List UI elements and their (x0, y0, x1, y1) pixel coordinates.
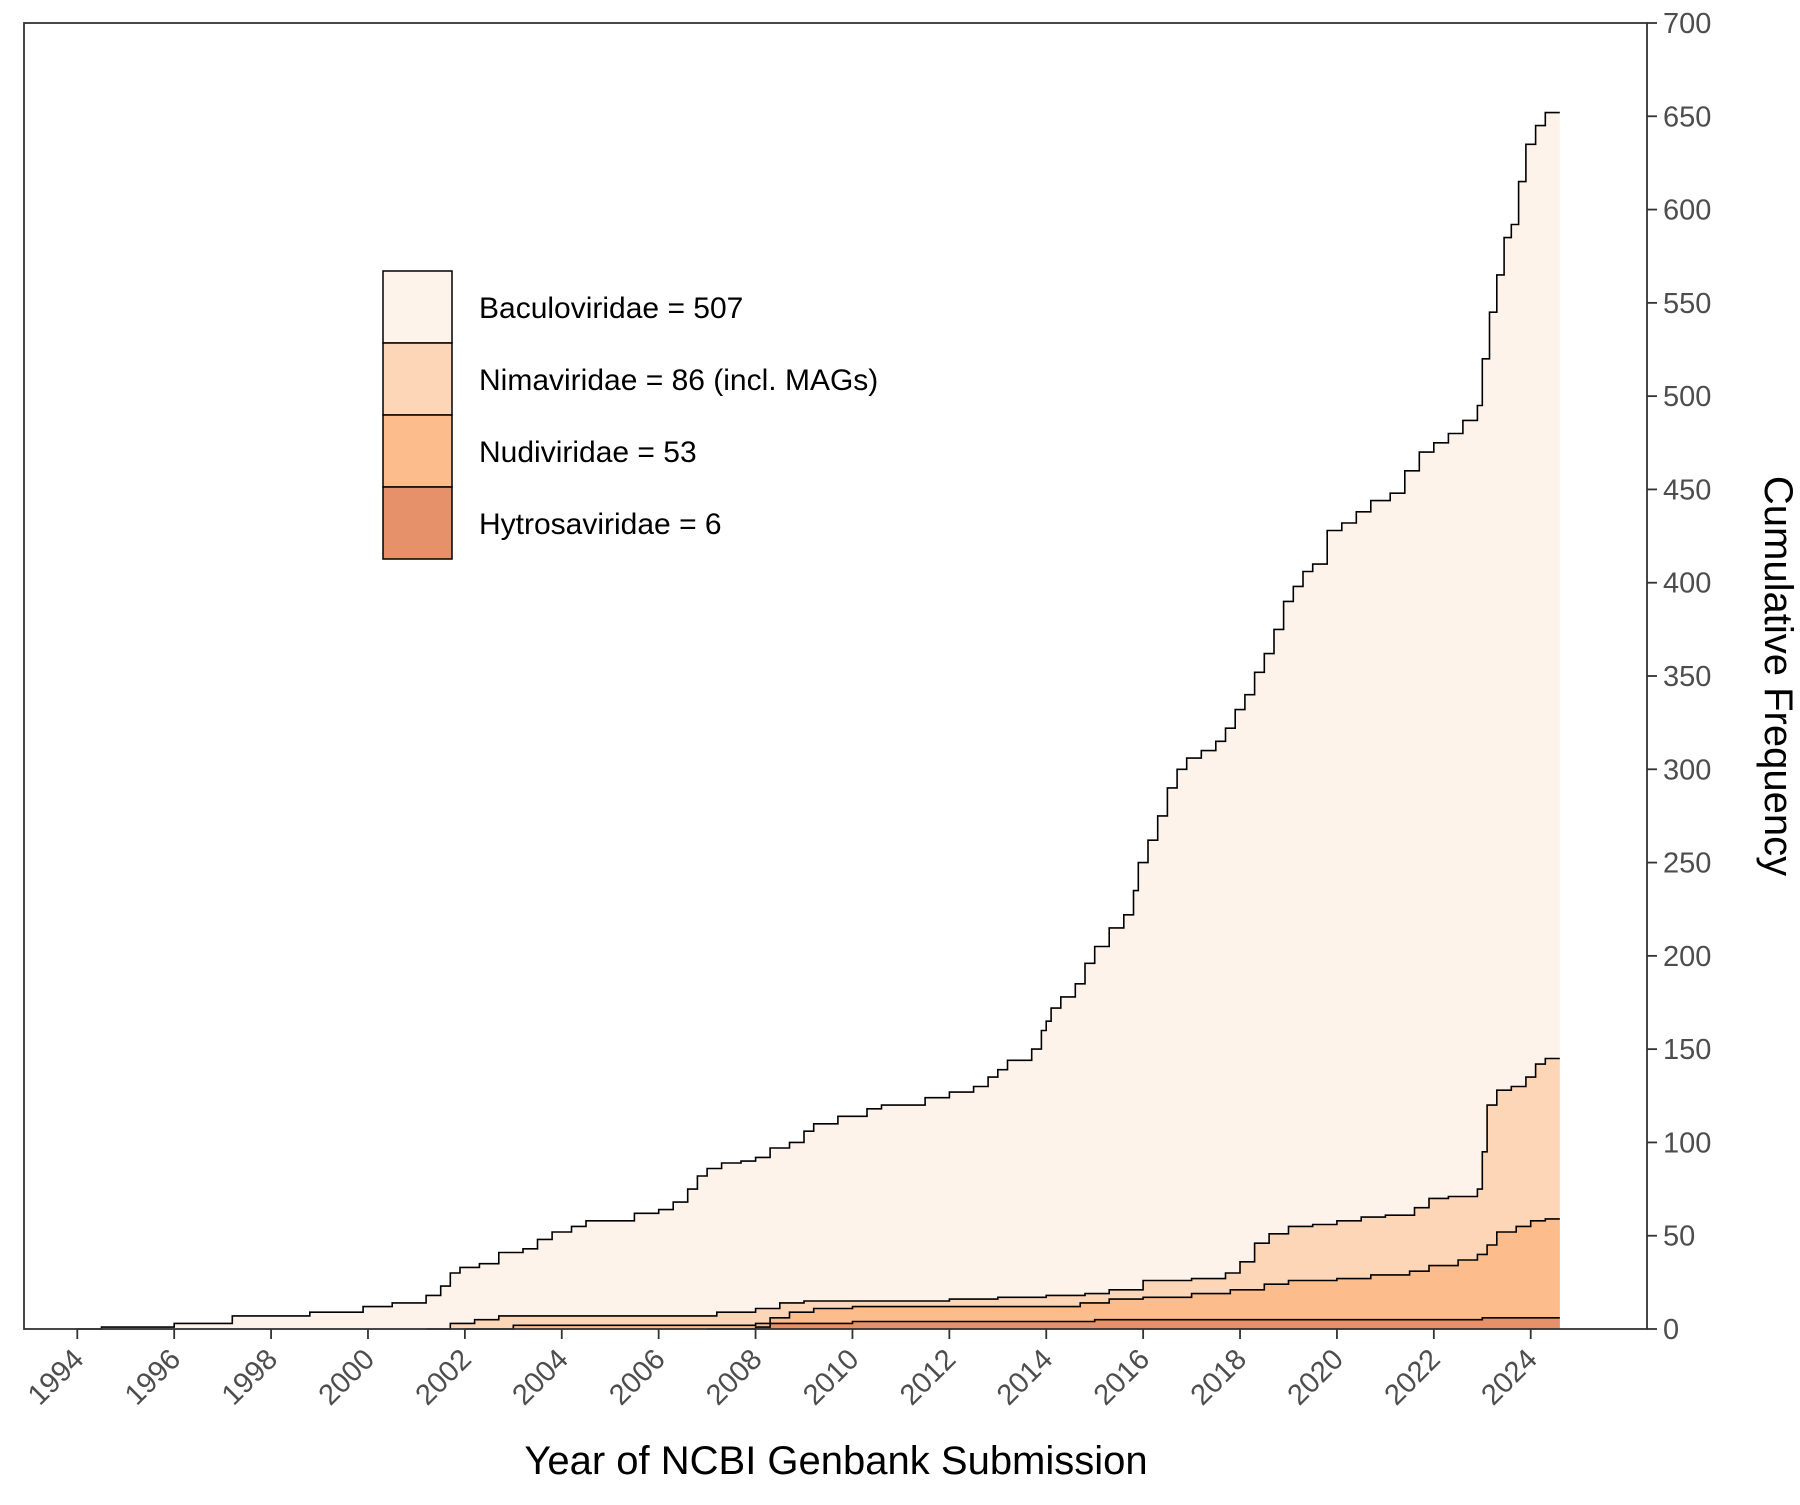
y-tick-label: 50 (1663, 1221, 1695, 1253)
series-area-2 (464, 1218, 1560, 1329)
series-area-3 (707, 1317, 1560, 1329)
series-line-2 (464, 1218, 1560, 1330)
y-tick-label: 650 (1663, 101, 1711, 133)
y-tick-label: 550 (1663, 288, 1711, 320)
y-tick-label: 350 (1663, 661, 1711, 693)
series-areas (77, 111, 1560, 1330)
legend: Baculoviridae = 507 Nimaviridae = 86 (inc… (382, 270, 878, 560)
y-tick-label: 400 (1663, 568, 1711, 600)
legend-label-2: Nudiviridae = 53 (479, 436, 697, 469)
legend-key-2 (382, 414, 453, 488)
x-axis-title: Year of NCBI Genbank Submission (524, 1439, 1147, 1483)
y-tick-label: 0 (1663, 1314, 1679, 1346)
y-tick-label: 700 (1663, 8, 1711, 40)
legend-key-3 (382, 486, 453, 560)
series-line-0 (77, 111, 1560, 1330)
series-area-1 (426, 1058, 1560, 1329)
legend-label-0: Baculoviridae = 507 (479, 292, 743, 325)
y-tick-label: 100 (1663, 1127, 1711, 1159)
legend-label-1: Nimaviridae = 86 (incl. MAGs) (479, 364, 878, 397)
series-line-3 (707, 1317, 1560, 1330)
series-line-1 (426, 1057, 1560, 1330)
y-tick-label: 600 (1663, 195, 1711, 227)
legend-key-1 (382, 342, 453, 416)
y-tick-label: 150 (1663, 1034, 1711, 1066)
legend-key-0 (382, 270, 453, 344)
y-tick-label: 300 (1663, 754, 1711, 786)
y-tick-label: 500 (1663, 381, 1711, 413)
y-axis-title: Cumulative Frequency (1756, 476, 1800, 876)
legend-label-3: Hytrosaviridae = 6 (479, 508, 722, 541)
y-tick-label: 200 (1663, 941, 1711, 973)
y-tick-label: 250 (1663, 848, 1711, 880)
y-tick-label: 450 (1663, 474, 1711, 506)
series-area-0 (77, 112, 1560, 1330)
y-axis: 0 50 100 150 200 250 300 350 400 450 500 550 600 650 7… (1647, 8, 1711, 1346)
